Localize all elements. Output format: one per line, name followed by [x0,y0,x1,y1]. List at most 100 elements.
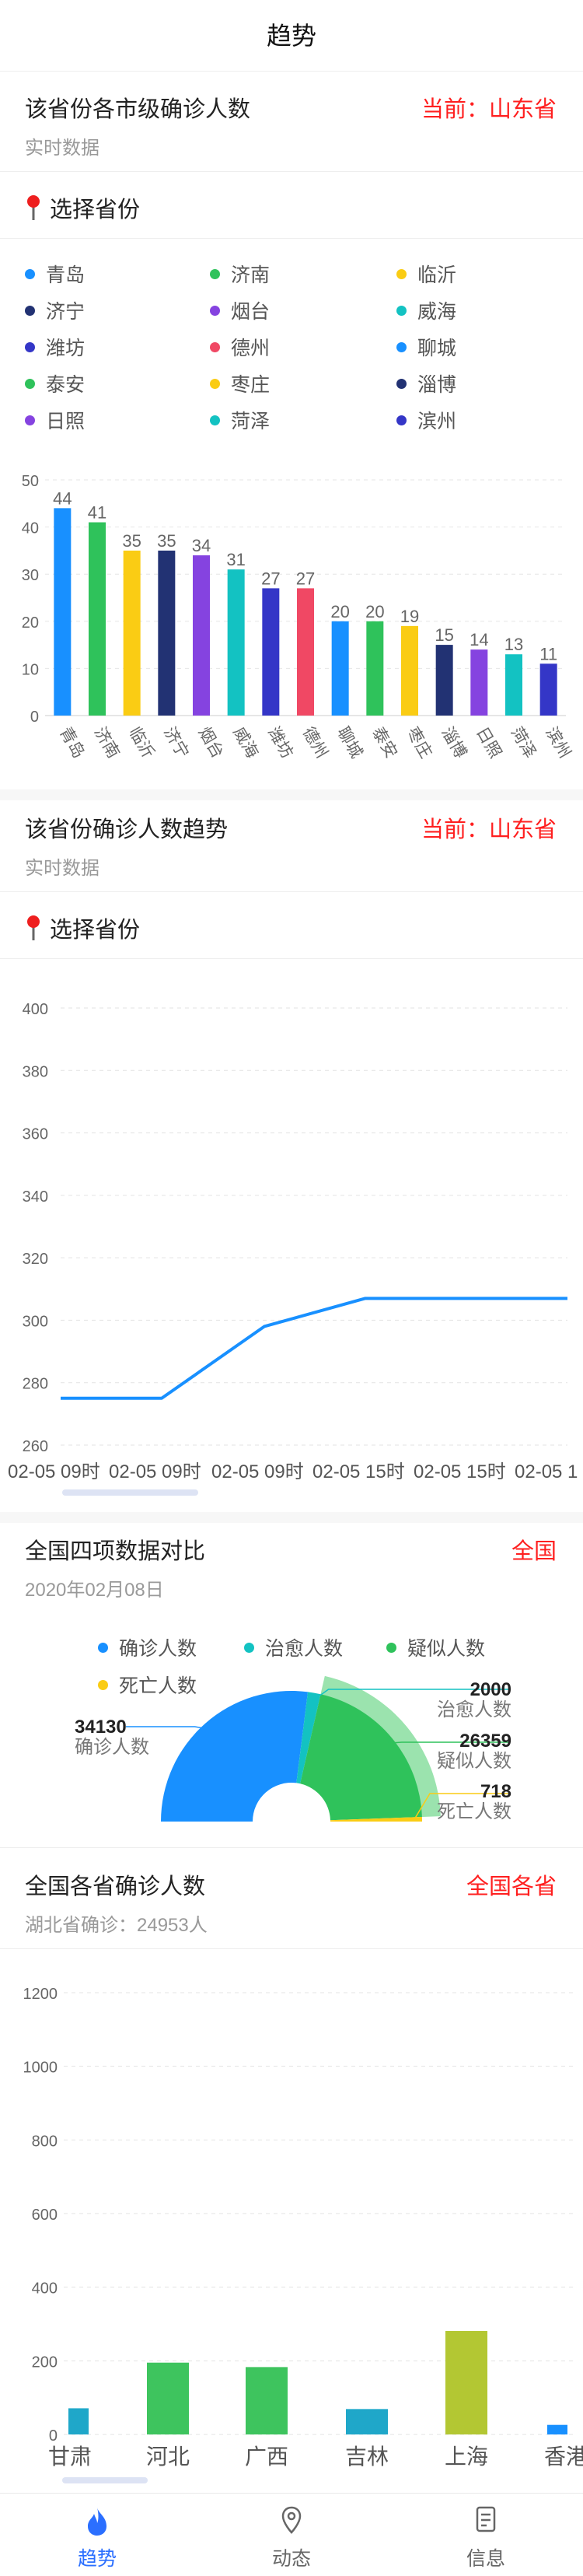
section-divider [0,789,583,800]
legend-dot [210,415,220,425]
label-leader [126,1726,211,1731]
legend-label: 聊城 [417,338,457,359]
chart-scroll-indicator[interactable] [62,1489,198,1496]
legend-dot [396,415,407,425]
tab-trend[interactable]: 趋势 [0,2494,194,2576]
slice [296,1692,321,1784]
x-tick-label: 济南 [91,724,123,761]
legend-dot [98,1642,108,1653]
x-tick-label: 聊城 [333,724,365,761]
legend-item[interactable]: 日照 [25,406,85,434]
legend-item[interactable]: 临沂 [396,260,456,288]
legend-dot [386,1642,396,1653]
y-tick-label: 0 [30,709,39,726]
legend-dot [25,341,35,352]
x-tick-label: 威海 [229,724,261,761]
legend-item[interactable]: 疑似人数 [386,1633,485,1661]
province-scope[interactable]: 全国各省 [466,1874,557,1899]
city-section-subtitle: 实时数据 [25,138,99,159]
legend-item[interactable]: 青岛 [25,260,85,288]
y-tick-label: 30 [22,567,39,584]
legend-item[interactable]: 治愈人数 [244,1633,343,1661]
compare-scope[interactable]: 全国 [511,1539,557,1564]
y-tick-label: 1000 [23,2060,58,2077]
x-tick-label: 02-05 15时 [414,1461,506,1482]
y-tick-label: 280 [23,1376,48,1393]
x-tick-label: 济宁 [160,724,192,761]
legend-label: 滨州 [417,411,457,432]
legend-item[interactable]: 滨州 [396,406,456,434]
map-pin-icon [27,195,40,220]
legend-label: 死亡人数 [119,1675,197,1697]
x-tick-label: 香港 [544,2445,583,2469]
bar-value-label: 14 [470,630,488,649]
divider [0,1948,583,1949]
province-section-title: 全国各省确诊人数 [25,1874,206,1899]
x-tick-label: 日照 [473,724,504,761]
bar [346,2409,388,2434]
legend-label: 青岛 [46,264,86,286]
page-title: 趋势 [0,0,583,72]
legend-dot [210,268,220,279]
legend-item[interactable]: 潍坊 [25,333,85,361]
legend-item[interactable]: 济南 [210,260,270,288]
tab-label: 动态 [271,2548,311,2570]
legend-item[interactable]: 枣庄 [210,369,270,397]
legend-item[interactable]: 威海 [396,296,456,324]
bar [445,2330,487,2434]
y-tick-label: 400 [32,2280,58,2298]
province-bar-chart: 0 200 400 600 800 1000 1200 甘肃 河北 广西 吉林 上海 香港 [23,1986,583,2469]
slice [300,1694,422,1821]
slice [161,1691,309,1822]
bar [435,645,453,716]
bar-value-label: 34 [192,536,211,555]
select-province-label: 选择省份 [50,198,141,222]
x-tick-label: 淄博 [438,724,470,761]
legend-item[interactable]: 确诊人数 [98,1633,197,1661]
bar [54,508,72,716]
select-province-button[interactable]: 选择省份 [25,191,140,224]
tab-info[interactable]: 信息 [389,2494,583,2576]
bar-value-label: 11 [539,644,557,663]
document-icon [476,2506,496,2532]
city-current-province[interactable]: 当前：山东省 [421,97,557,122]
bar-value-label: 20 [365,602,384,621]
label-leader [414,1793,508,1820]
slice [330,1817,422,1822]
legend-label: 枣庄 [231,374,271,396]
legend-item[interactable]: 德州 [210,333,270,361]
slice-name-label: 疑似人数 [437,1751,511,1772]
slice-value-label: 2000 [470,1679,511,1700]
legend-item[interactable]: 烟台 [210,296,270,324]
x-tick-label: 滨州 [542,724,574,761]
slice-highlight [320,1675,441,1818]
bar-value-label: 13 [504,635,523,654]
legend-item[interactable]: 聊城 [396,333,456,361]
select-province-button[interactable]: 选择省份 [25,912,140,944]
chart-scroll-indicator[interactable] [62,2477,148,2483]
bar [89,522,106,716]
legend-label: 泰安 [46,374,86,396]
select-province-label: 选择省份 [50,918,141,943]
y-tick-label: 300 [23,1313,48,1330]
legend-label: 临沂 [417,264,457,286]
y-tick-label: 1200 [23,1986,58,2003]
divider [0,891,583,892]
x-tick-label: 02-05 09时 [211,1461,304,1482]
legend-item[interactable]: 死亡人数 [98,1671,197,1699]
section-divider [0,1512,583,1523]
legend-item[interactable]: 济宁 [25,296,85,324]
legend-item[interactable]: 菏泽 [210,406,270,434]
trend-current-province[interactable]: 当前：山东省 [421,817,557,842]
x-tick-label: 烟台 [195,724,227,761]
legend-item[interactable]: 泰安 [25,369,85,397]
y-tick-label: 380 [23,1063,48,1080]
tab-news[interactable]: 动态 [194,2494,389,2576]
legend-label: 德州 [231,338,271,359]
city-section-title: 该省份各市级确诊人数 [25,97,251,122]
legend-dot [244,1642,254,1653]
bar [262,588,280,716]
bar [331,621,349,716]
legend-item[interactable]: 淄博 [396,369,456,397]
bar-value-label: 35 [122,531,141,551]
